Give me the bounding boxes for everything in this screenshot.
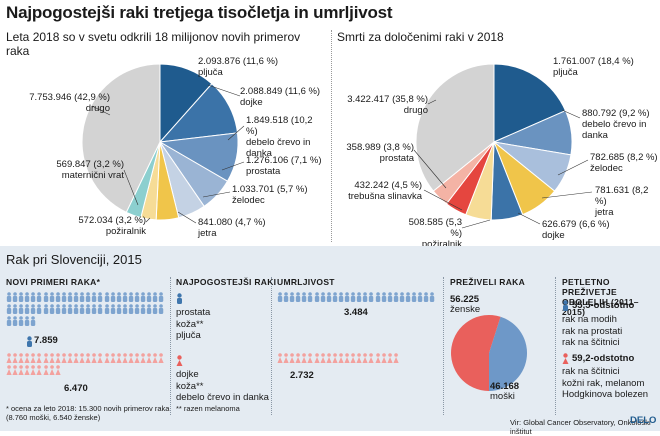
leader-line-14 [413,149,447,189]
leader-line-0 [207,84,241,97]
leader-line-13 [423,189,463,211]
survivors-women-slice [451,315,501,391]
survivors-women-value: 56.225 [450,294,480,305]
right-label-breast: 626.679 (6,6 %) dojke [542,219,610,241]
common-men-list: prostata koža** pljuča [176,307,211,341]
right-label-other: 3.422.417 (35,8 %) drugo [347,94,428,116]
left-pie [81,63,239,221]
icon-row [277,353,399,363]
section-divider [555,277,556,415]
right-label-liver: 781.631 (8,2 %) jetra [595,185,649,218]
survivors-men-label: moški [490,391,515,402]
icon-row [277,292,435,302]
right-label-prostate: 358.989 (3,8 %) prostata [346,142,414,164]
pie-charts [81,63,593,229]
footnote-melanoma: ** razen melanoma [176,404,240,413]
survivors-header: PREŽIVELI RAKA [450,277,526,287]
section-divider [443,277,444,415]
page-title: Najpogostejši raki tretjega tisočletja i… [6,3,393,22]
right-label-esophagus: 508.585 (5,3 %) požiralnik [408,217,462,250]
slovenia-panel [0,246,660,431]
right-chart-subtitle: Smrti za določenimi raki v 2018 [337,30,504,44]
leader-line-8 [561,109,581,119]
mortality-men-value: 3.484 [344,307,368,318]
column-divider [331,30,332,242]
new-cases-header: NOVI PRIMERI RAKA* [6,277,101,287]
five-year-men-pct: 55,5-odstotno [572,300,635,311]
man-icon [563,300,568,311]
leader-line-6 [123,169,139,206]
leader-line-10 [541,191,593,199]
left-label-cervix: 569.847 (3,2 %) maternični vrat [56,159,124,181]
icon-row [6,353,164,363]
leader-line-1 [227,125,245,141]
left-label-stomach: 1.033.701 (5,7 %) želodec [232,184,308,206]
man-icon [27,336,32,347]
right-slice-8 [415,63,495,192]
delo-logo: DELO [630,415,657,426]
leader-line-5 [145,217,151,223]
icon-row [6,365,61,375]
woman-icon [176,355,183,366]
leader-line-7 [91,105,111,116]
left-label-prostate: 1.276.106 (7,1 %) prostata [246,155,322,177]
survivors-men-value: 46.168 [490,381,520,392]
left-slice-8 [81,63,161,214]
left-label-lungs: 2.093.876 (11,6 %) pljuča [198,56,279,78]
common-women-list: dojke koža** debelo črevo in danka [176,369,269,403]
right-slice-0 [493,63,567,143]
left-label-breast: 2.088.849 (11,6 %) dojke [240,86,321,108]
leader-lines [91,84,593,229]
leader-line-15 [427,99,437,105]
survivors-women-label: ženske [450,304,481,315]
right-label-pancreas: 432.242 (4,5 %) trebušna slinavka [348,180,422,202]
leader-line-3 [202,191,231,198]
leader-line-9 [557,159,589,176]
icon-row [6,304,164,314]
new-cases-women-value: 6.470 [64,383,88,394]
left-label-colon: 1.849.518 (10,2 %) debelo črevo in danka [246,115,313,159]
icon-row [6,316,36,326]
common-cancers-header: NAJPOGOSTEJŠI RAKI [176,277,277,287]
section-divider [271,277,272,415]
right-pie [415,63,573,221]
mortality-women-value: 2.732 [290,370,314,381]
footnote-estimate: * ocena za leto 2018: 15.300 novih prime… [6,404,170,422]
left-chart-subtitle: Leta 2018 so v svetu odkrili 18 milijono… [6,30,301,58]
left-label-esophagus: 572.034 (3,2 %) požiralnik [78,215,146,237]
five-year-men-list: rak na modih rak na prostati rak na ščitni… [562,314,623,348]
leader-line-11 [517,212,541,225]
leader-line-4 [177,211,197,224]
man-icon [177,293,182,304]
mortality-header: UMRLJIVOST [277,277,335,287]
slovenia-title: Rak pri Slovenciji, 2015 [6,252,142,267]
right-label-stomach: 782.685 (8,2 %) želodec [590,152,658,174]
right-label-colon: 880.792 (9,2 %) debelo črevo in danka [582,108,650,141]
section-divider [170,277,171,415]
leader-line-12 [461,219,491,229]
leader-line-2 [221,161,245,171]
left-label-liver: 841.080 (4,7 %) jetra [198,217,266,239]
woman-icon [562,353,569,364]
icon-row [6,292,164,302]
five-year-women-list: rak na ščitnici kožni rak, melanom Hodgkin… [562,366,649,400]
left-label-other: 7.753.946 (42,9 %) drugo [29,92,110,114]
new-cases-men-value: 7.859 [34,335,58,346]
right-label-lungs: 1.761.007 (18,4 %) pljuča [553,56,634,78]
survivors-pie [451,315,528,391]
five-year-header: PETLETNO PREŽIVETJE OBOLELIH (2011–2015) [562,277,639,317]
five-year-women-pct: 59,2-odstotno [572,353,635,364]
survivors-men-slice [489,316,528,391]
